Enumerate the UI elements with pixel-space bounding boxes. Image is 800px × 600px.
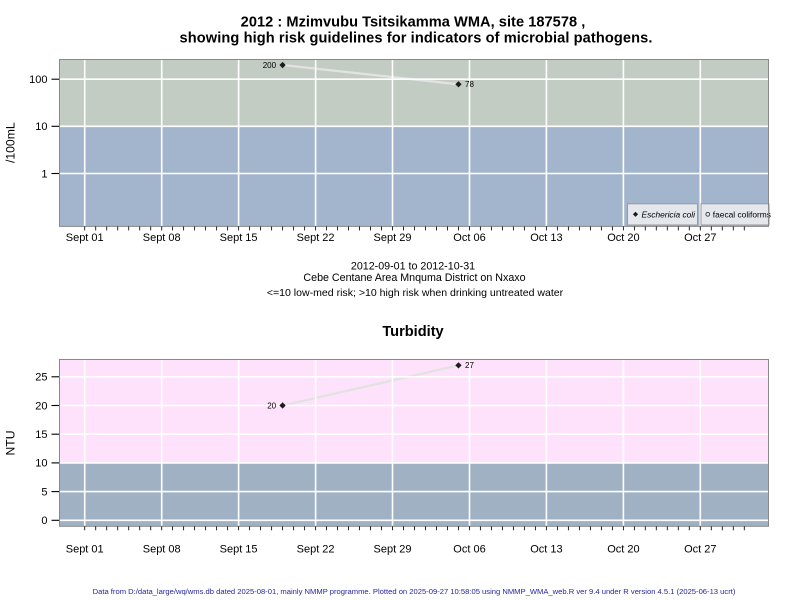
svg-text:Oct 27: Oct 27 xyxy=(684,544,716,556)
svg-text:/100mL: /100mL xyxy=(4,122,18,163)
svg-text:Oct 06: Oct 06 xyxy=(453,232,485,244)
svg-text:Sept 08: Sept 08 xyxy=(143,544,181,556)
svg-text:Oct 27: Oct 27 xyxy=(684,232,716,244)
svg-text:Sept 29: Sept 29 xyxy=(374,544,412,556)
svg-text:Data from D:/data_large/wq/wms: Data from D:/data_large/wq/wms.db dated … xyxy=(93,587,736,596)
svg-text:15: 15 xyxy=(35,429,47,441)
svg-text:showing high risk guidelines f: showing high risk guidelines for indicat… xyxy=(180,31,653,47)
svg-text:Sept 15: Sept 15 xyxy=(220,232,258,244)
svg-text:Sept 15: Sept 15 xyxy=(220,544,258,556)
svg-text:Oct 20: Oct 20 xyxy=(607,232,639,244)
svg-text:10: 10 xyxy=(35,121,47,133)
svg-text:Sept 22: Sept 22 xyxy=(297,544,335,556)
svg-text:2012 : Mzimvubu Tsitsikamma WM: 2012 : Mzimvubu Tsitsikamma WMA, site 18… xyxy=(241,15,586,31)
svg-text:200: 200 xyxy=(263,61,277,70)
svg-text:10: 10 xyxy=(35,458,47,470)
svg-text:Oct 06: Oct 06 xyxy=(453,544,485,556)
svg-text:0: 0 xyxy=(41,515,47,527)
svg-text:Sept 01: Sept 01 xyxy=(66,544,104,556)
svg-text:Cebe Centane Area Mnquma Distr: Cebe Centane Area Mnquma District on Nxa… xyxy=(303,272,525,284)
svg-text:NTU: NTU xyxy=(4,430,18,455)
svg-text:20: 20 xyxy=(35,400,47,412)
svg-text:5: 5 xyxy=(41,486,47,498)
svg-text:Sept 29: Sept 29 xyxy=(374,232,412,244)
svg-text:100: 100 xyxy=(29,74,47,86)
svg-text:Oct 13: Oct 13 xyxy=(530,232,562,244)
svg-text:Oct 13: Oct 13 xyxy=(530,544,562,556)
svg-text:faecal coliforms: faecal coliforms xyxy=(713,209,771,219)
svg-text:2012-09-01 to 2012-10-31: 2012-09-01 to 2012-10-31 xyxy=(351,261,475,273)
svg-text:<=10 low-med risk; >10 high ri: <=10 low-med risk; >10 high risk when dr… xyxy=(267,287,564,299)
svg-text:Eschericia coli: Eschericia coli xyxy=(642,209,697,219)
svg-text:1: 1 xyxy=(41,168,47,180)
svg-text:25: 25 xyxy=(35,372,47,384)
svg-text:Oct 20: Oct 20 xyxy=(607,544,639,556)
svg-text:Turbidity: Turbidity xyxy=(382,324,444,340)
svg-text:78: 78 xyxy=(465,80,474,89)
svg-text:20: 20 xyxy=(267,401,276,410)
svg-text:27: 27 xyxy=(465,361,474,370)
svg-text:Sept 01: Sept 01 xyxy=(66,232,104,244)
svg-text:Sept 08: Sept 08 xyxy=(143,232,181,244)
svg-text:Sept 22: Sept 22 xyxy=(297,232,335,244)
